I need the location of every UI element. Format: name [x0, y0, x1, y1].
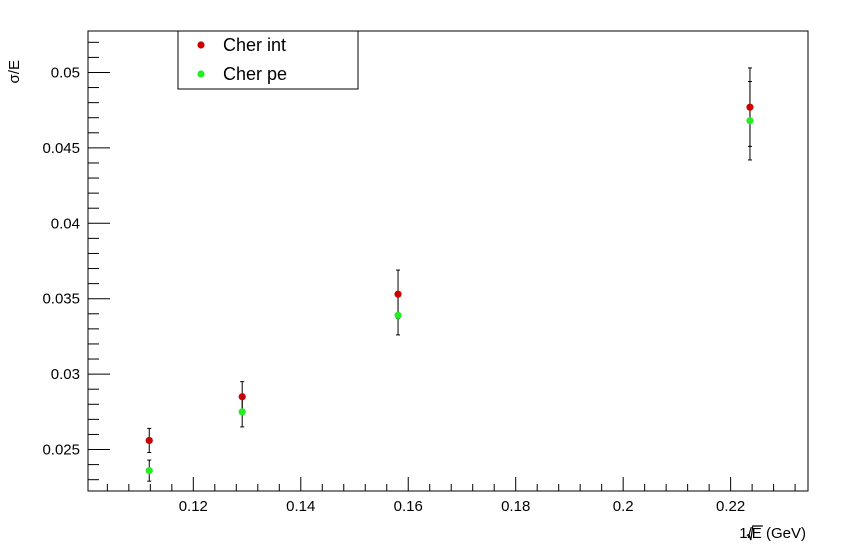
data-point: [746, 117, 754, 125]
y-tick-label: 0.05: [51, 64, 80, 81]
data-point: [145, 467, 153, 475]
x-tick-label: 0.22: [716, 498, 745, 515]
plot-frame: [87, 30, 809, 492]
x-tick-labels: 0.12 0.14 0.16 0.18 0.2 0.22: [179, 498, 746, 515]
data-point: [394, 290, 402, 298]
data-point: [145, 436, 153, 445]
x-tick-label: 0.16: [394, 498, 423, 515]
x-axis-title: 1/E (GeV): [739, 525, 806, 542]
y-tick-label: 0.025: [42, 442, 80, 459]
legend: Cher int Cher pe: [177, 30, 359, 90]
data-point: [238, 408, 246, 416]
legend-marker-cher-int: [197, 41, 205, 49]
y-axis-title: σ/E: [6, 60, 23, 83]
y-tick-label: 0.045: [42, 140, 80, 157]
legend-marker-cher-pe: [197, 70, 205, 78]
data-point: [238, 393, 246, 401]
legend-label-cher-int: Cher int: [223, 35, 286, 55]
axis-ticks: [88, 41, 796, 491]
y-tick-label: 0.03: [51, 366, 80, 383]
legend-label-cher-pe: Cher pe: [223, 64, 287, 84]
data-point: [394, 311, 402, 319]
data-points: [145, 67, 754, 482]
data-point: [746, 103, 754, 111]
y-tick-label: 0.04: [51, 215, 80, 232]
sqrt-radicand: E: [752, 525, 762, 542]
legend-box: [177, 30, 359, 90]
x-tick-label: 0.18: [501, 498, 530, 515]
x-tick-label: 0.2: [613, 498, 634, 515]
y-tick-labels: 0.025 0.03 0.035 0.04 0.045 0.05: [42, 64, 80, 458]
x-tick-label: 0.12: [179, 498, 208, 515]
x-tick-label: 0.14: [286, 498, 315, 515]
y-tick-label: 0.035: [42, 291, 80, 308]
sqrt-symbol: [746, 525, 763, 541]
